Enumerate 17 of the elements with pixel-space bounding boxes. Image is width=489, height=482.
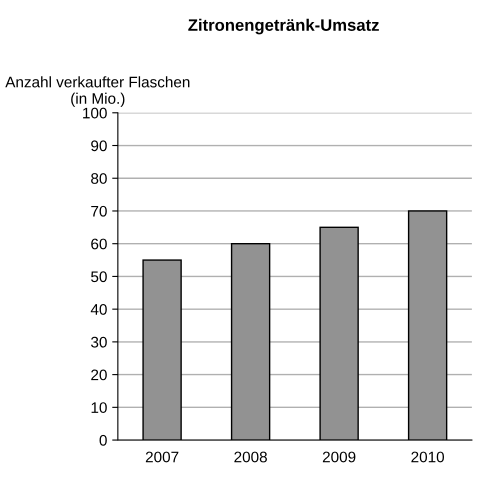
y-tick-label: 100 <box>83 108 107 118</box>
y-tick-label: 30 <box>91 336 107 348</box>
y-tick-label: 80 <box>91 173 107 184</box>
chart-title: Zitronengetränk-Umsatz <box>188 18 379 34</box>
y-tick-label: 40 <box>90 304 107 315</box>
y-tick-label: 0 <box>100 434 107 446</box>
y-tick-label: 70 <box>91 206 107 217</box>
x-tick-label: 2010 <box>411 452 444 462</box>
x-tick-label: 2009 <box>322 452 356 462</box>
x-tick-label: 2007 <box>146 452 178 462</box>
y-tick-label: 90 <box>91 140 107 152</box>
y-tick-label: 10 <box>92 402 107 414</box>
y-tick-label: 50 <box>91 271 107 282</box>
y-tick-label: 20 <box>91 369 107 380</box>
y-axis-title: Anzahl verkaufter Flaschen (in Mio.) <box>5 76 190 107</box>
x-tick-label: 2008 <box>234 452 267 462</box>
y-tick-label: 60 <box>91 238 107 250</box>
